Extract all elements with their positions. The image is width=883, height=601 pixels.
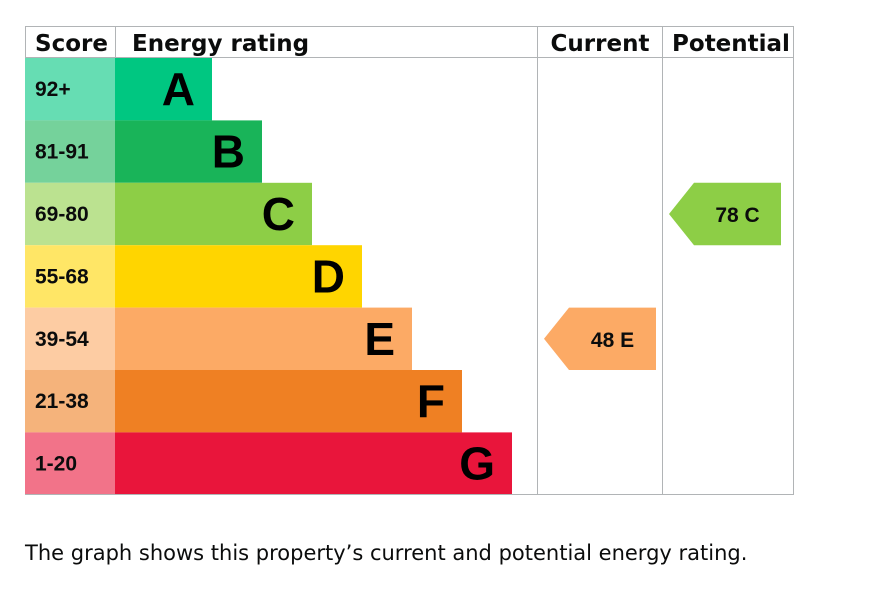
header-potential: Potential [672,31,790,57]
band-letter-f: F [417,375,445,427]
score-range-d: 55-68 [35,265,89,288]
band-letter-a: A [162,63,195,115]
score-cell-g [25,432,115,495]
score-cell-c [25,182,115,246]
score-range-g: 1-20 [35,453,77,476]
rating-bar-b [115,120,262,183]
band-letter-b: B [212,126,245,178]
rating-bar-g [115,432,512,495]
score-range-f: 21-38 [35,390,89,413]
rating-bar-f [115,370,462,433]
header-score: Score [35,31,108,57]
rating-bar-a [115,58,212,121]
chart-caption: The graph shows this property’s current … [25,541,748,565]
band-letter-d: D [312,250,345,302]
score-cell-a [25,58,115,121]
header-energy-rating: Energy rating [132,31,309,57]
band-letter-g: G [459,438,495,490]
potential-rating-label: 78 C [715,204,759,227]
rating-indicators: 48 E 78 C [544,182,781,370]
energy-rating-chart: Score Energy rating Current Potential 92… [25,26,794,495]
rating-bar-e [115,307,412,370]
potential-rating-arrow [669,182,781,246]
score-range-c: 69-80 [35,203,89,226]
header-current: Current [551,31,650,57]
rating-bar-d [115,245,362,308]
band-letter-e: E [364,313,395,365]
band-letter-c: C [262,188,295,240]
rating-bands: 92+ A 81-91 B 69-80 C 55-68 D 39-54 E 21-38 F 1-20 G [25,58,512,495]
score-cell-e [25,307,115,370]
score-range-e: 39-54 [35,328,89,351]
current-rating-arrow [544,307,656,370]
rating-bar-c [115,182,312,246]
score-range-b: 81-91 [35,141,89,164]
score-cell-f [25,370,115,433]
score-cell-b [25,120,115,183]
score-range-a: 92+ [35,78,71,101]
chart-grid [25,26,794,495]
current-rating-label: 48 E [591,329,634,352]
score-cell-d [25,245,115,308]
